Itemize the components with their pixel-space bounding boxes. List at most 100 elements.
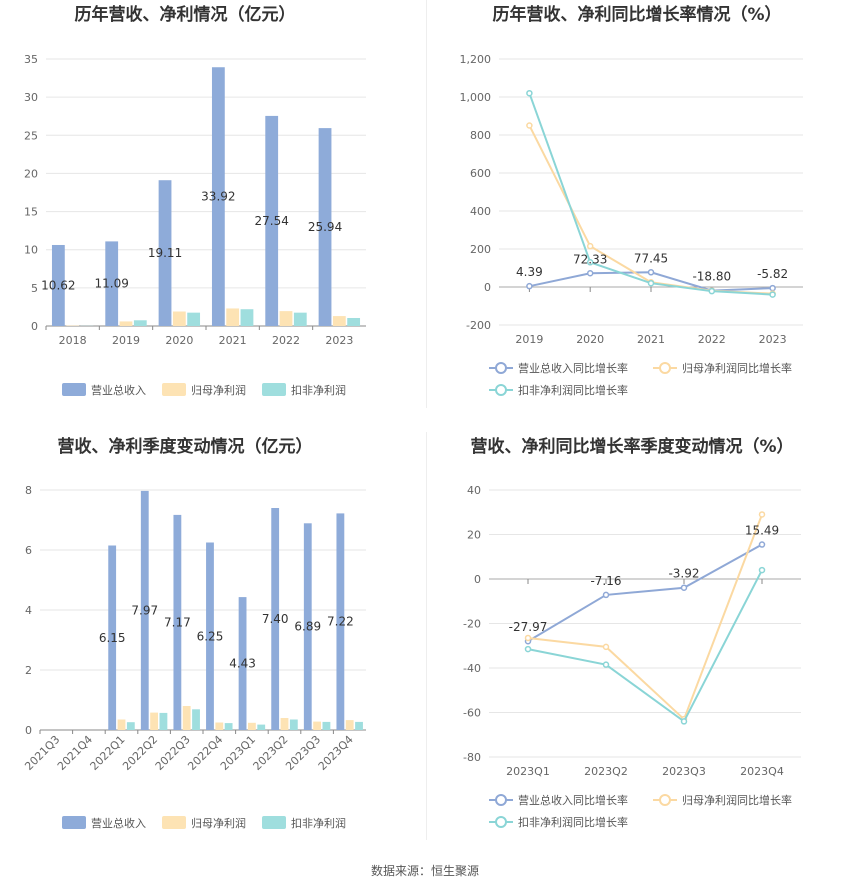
bar-扣非净利润 <box>224 723 233 730</box>
bar-归母净利润 <box>117 719 126 730</box>
chart-title: 营收、净利季度变动情况（亿元） <box>58 436 313 457</box>
bar-营业总收入 <box>158 180 172 326</box>
annual-growth-svg: 历年营收、净利同比增长率情况（%） -200 0 200 400 600 800 1,000 1… <box>460 4 803 397</box>
data-label: 7.97 <box>131 603 158 617</box>
line-归母净利润同比增长率 <box>528 125 773 295</box>
x-tick-label: 2020 <box>165 334 193 347</box>
point-扣非净利润同比增长率 <box>758 566 766 574</box>
legend-label: 营业总收入同比增长率 <box>518 793 628 807</box>
y-tick-label: 400 <box>470 205 491 218</box>
bar-营业总收入 <box>51 244 65 326</box>
bar-扣非净利润 <box>159 712 168 730</box>
legend-swatch <box>262 816 286 829</box>
bar-归母净利润 <box>172 311 186 326</box>
x-tick-label: 2022Q1 <box>88 733 128 773</box>
x-tick-label: 2023Q3 <box>662 765 706 778</box>
y-tick-label: 8 <box>25 484 32 497</box>
legend-marker <box>495 384 507 396</box>
y-tick-label: 0 <box>25 724 32 737</box>
y-tick-label: 10 <box>24 244 38 257</box>
bar-营业总收入 <box>336 513 345 730</box>
x-tick-label: 2022Q2 <box>120 733 160 773</box>
quarterly-growth-chart: 营收、净利同比增长率季度变动情况（%） -80 -60 -40 -20 0 20 40 2023… <box>427 430 850 850</box>
x-tick-label: 2023Q1 <box>218 733 258 773</box>
x-tick-label: 2023Q4 <box>740 765 784 778</box>
bar-归母净利润 <box>332 316 346 326</box>
point-营业总收入同比增长率 <box>758 541 766 548</box>
x-tick-label: 2022Q3 <box>153 733 193 773</box>
bar-扣非净利润 <box>133 320 147 326</box>
bar-扣非净利润 <box>347 317 361 326</box>
point-归母净利润同比增长率 <box>602 643 610 651</box>
point-归母净利润同比增长率 <box>758 511 766 518</box>
x-tick-label: 2021Q3 <box>22 733 62 773</box>
x-tick-label: 2022 <box>272 334 300 347</box>
bar-归母净利润 <box>119 321 133 326</box>
legend-label: 扣非净利润同比增长率 <box>518 815 628 829</box>
data-label: 6.89 <box>294 620 321 634</box>
quarterly-amount-svg: 营收、净利季度变动情况（亿元）024682021Q32021Q42022Q120… <box>22 436 366 830</box>
y-tick-label: 0 <box>474 573 481 586</box>
bar-扣非净利润 <box>257 724 266 730</box>
bar-营业总收入 <box>108 545 117 730</box>
legend-marker <box>659 362 671 374</box>
y-tick-label: 1,200 <box>460 53 492 66</box>
quarterly-growth-svg: 营收、净利同比增长率季度变动情况（%） -80 -60 -40 -20 0 20 40 2023… <box>463 436 801 829</box>
point-营业总收入同比增长率 <box>647 269 655 276</box>
point-营业总收入同比增长率 <box>769 284 776 292</box>
bar-归母净利润 <box>226 308 240 326</box>
x-tick-label: 2023Q1 <box>506 765 550 778</box>
bar-扣非净利润 <box>240 309 254 326</box>
bar-营业总收入 <box>238 597 247 730</box>
data-label: 10.62 <box>41 278 75 292</box>
data-label: 25.94 <box>308 220 342 234</box>
legend-label: 扣非净利润同比增长率 <box>518 383 628 397</box>
y-tick-label: 2 <box>25 664 32 677</box>
legend-marker <box>495 794 507 806</box>
y-tick-label: 800 <box>470 129 491 142</box>
point-归母净利润同比增长率 <box>526 122 533 129</box>
legend-marker <box>495 816 507 828</box>
legend-swatch <box>162 816 186 829</box>
bar-营业总收入 <box>271 508 280 730</box>
y-tick-label: -60 <box>463 707 481 720</box>
point-扣非净利润同比增长率 <box>647 279 655 287</box>
bar-扣非净利润 <box>322 721 331 730</box>
y-tick-label: 1,000 <box>460 91 492 104</box>
y-tick-label: 200 <box>470 243 491 256</box>
y-tick-label: -200 <box>466 319 491 332</box>
bar-归母净利润 <box>182 706 191 730</box>
point-营业总收入同比增长率 <box>602 591 610 599</box>
legend-label: 归母净利润 <box>191 816 246 830</box>
panel-divider-bottom <box>426 432 427 840</box>
x-tick-label: 2018 <box>59 334 87 347</box>
y-tick-label: 0 <box>31 320 38 333</box>
x-tick-label: 2023 <box>759 333 787 346</box>
x-tick-label: 2023Q3 <box>283 733 323 773</box>
bar-归母净利润 <box>215 722 224 730</box>
legend-swatch <box>62 383 86 396</box>
legend-marker <box>659 794 671 806</box>
bar-归母净利润 <box>247 722 256 730</box>
data-label: 27.54 <box>255 214 289 228</box>
y-tick-label: 40 <box>467 484 481 497</box>
data-label: -3.92 <box>668 567 699 581</box>
legend-label: 营业总收入同比增长率 <box>518 361 628 375</box>
bar-扣非净利润 <box>126 722 135 730</box>
legend-label: 营业总收入 <box>91 816 146 830</box>
data-label: 19.11 <box>148 246 182 260</box>
chart-title: 历年营收、净利同比增长率情况（%） <box>492 4 781 25</box>
legend-swatch <box>262 383 286 396</box>
chart-title: 历年营收、净利情况（亿元） <box>75 4 296 25</box>
point-扣非净利润同比增长率 <box>708 287 716 295</box>
bar-扣非净利润 <box>187 312 201 326</box>
y-tick-label: 25 <box>24 129 38 142</box>
x-tick-label: 2021Q4 <box>55 733 95 773</box>
data-source-note: 数据来源：恒生聚源 <box>370 864 479 878</box>
y-tick-label: 15 <box>24 206 38 219</box>
y-tick-label: 20 <box>467 529 481 542</box>
legend-label: 扣非净利润 <box>291 383 346 397</box>
legend-label: 扣非净利润 <box>291 816 346 830</box>
bar-归母净利润 <box>345 720 354 730</box>
y-tick-label: -80 <box>463 751 481 764</box>
